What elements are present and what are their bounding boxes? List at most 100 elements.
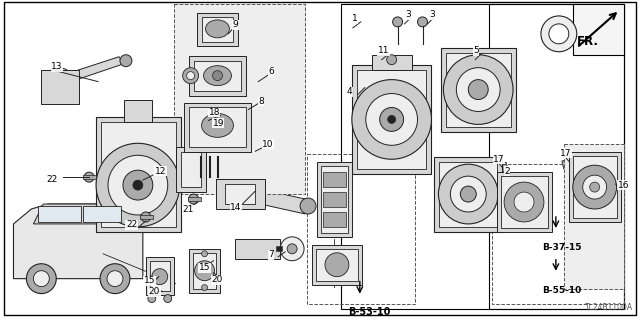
Circle shape — [164, 294, 172, 302]
Ellipse shape — [204, 66, 232, 85]
Bar — [352, 65, 431, 174]
Bar — [124, 100, 152, 122]
Circle shape — [141, 212, 151, 222]
Ellipse shape — [47, 68, 71, 95]
Circle shape — [583, 175, 607, 199]
Circle shape — [84, 172, 94, 182]
Circle shape — [514, 192, 534, 212]
Circle shape — [195, 261, 214, 281]
Text: 9: 9 — [232, 20, 238, 29]
Circle shape — [189, 194, 198, 204]
Bar — [189, 249, 220, 293]
Text: 11: 11 — [378, 46, 389, 55]
Bar — [442, 48, 516, 132]
Circle shape — [468, 80, 488, 100]
Bar — [202, 17, 234, 42]
Bar — [83, 175, 96, 179]
Bar — [176, 147, 205, 192]
Circle shape — [182, 68, 198, 84]
Polygon shape — [67, 57, 124, 82]
Circle shape — [438, 164, 498, 224]
Circle shape — [300, 198, 316, 214]
Circle shape — [287, 244, 297, 254]
Circle shape — [388, 115, 396, 123]
Circle shape — [393, 17, 403, 27]
Polygon shape — [260, 189, 305, 214]
Ellipse shape — [54, 75, 65, 88]
Circle shape — [451, 176, 486, 212]
Text: 8: 8 — [259, 97, 264, 106]
Bar — [236, 239, 280, 259]
Polygon shape — [562, 156, 576, 169]
Circle shape — [120, 55, 132, 67]
Text: 2: 2 — [504, 167, 509, 176]
Text: 20: 20 — [212, 275, 223, 284]
Bar — [225, 184, 255, 204]
Circle shape — [504, 182, 544, 222]
Ellipse shape — [205, 20, 229, 38]
Bar — [492, 164, 623, 304]
Circle shape — [352, 80, 431, 159]
Bar — [489, 4, 623, 308]
Circle shape — [325, 253, 349, 277]
Text: 6: 6 — [268, 67, 274, 76]
Circle shape — [33, 271, 49, 286]
Circle shape — [152, 269, 168, 285]
Circle shape — [202, 285, 207, 291]
Bar — [189, 56, 246, 95]
Bar — [435, 157, 502, 232]
Text: 22: 22 — [126, 220, 137, 229]
Bar — [357, 70, 426, 169]
Circle shape — [26, 264, 56, 293]
Text: 22: 22 — [46, 174, 58, 184]
Bar — [341, 4, 623, 308]
Bar — [564, 144, 623, 289]
Text: 10: 10 — [262, 140, 274, 149]
Bar — [180, 152, 200, 187]
Bar — [42, 70, 79, 103]
Bar — [323, 192, 346, 207]
Polygon shape — [33, 204, 123, 224]
Bar — [150, 261, 170, 291]
Bar — [446, 53, 511, 127]
Text: FR.: FR. — [577, 35, 599, 48]
Bar — [573, 4, 623, 55]
Bar — [321, 166, 348, 233]
Text: 5: 5 — [473, 46, 479, 55]
Text: 20: 20 — [149, 287, 160, 296]
Circle shape — [280, 237, 304, 261]
Bar — [497, 172, 552, 232]
Text: B-53-10: B-53-10 — [348, 307, 390, 316]
Text: 18: 18 — [209, 108, 220, 117]
Bar — [194, 61, 241, 91]
Circle shape — [96, 143, 180, 227]
Text: 12: 12 — [155, 167, 166, 176]
Circle shape — [108, 155, 168, 215]
Bar — [307, 154, 415, 304]
Text: 15: 15 — [198, 263, 210, 272]
Ellipse shape — [202, 114, 234, 137]
Text: 3: 3 — [406, 11, 412, 19]
Circle shape — [387, 55, 397, 65]
Text: 19: 19 — [212, 119, 224, 128]
Bar — [372, 55, 412, 70]
Circle shape — [187, 72, 195, 80]
Bar — [96, 117, 180, 232]
Circle shape — [444, 55, 513, 124]
Text: 13: 13 — [51, 62, 63, 71]
Text: B-55-10: B-55-10 — [542, 286, 581, 295]
Bar — [38, 206, 81, 222]
Bar — [440, 162, 497, 227]
Text: B-37-15: B-37-15 — [542, 243, 581, 252]
Bar — [146, 257, 173, 294]
Circle shape — [456, 68, 500, 111]
Bar — [196, 13, 238, 46]
Bar — [323, 212, 346, 227]
Bar — [188, 197, 200, 201]
Circle shape — [417, 17, 428, 27]
Text: 7: 7 — [268, 250, 274, 259]
Text: 4: 4 — [347, 87, 353, 96]
Circle shape — [100, 264, 130, 293]
Bar — [317, 162, 352, 237]
Polygon shape — [198, 147, 236, 192]
